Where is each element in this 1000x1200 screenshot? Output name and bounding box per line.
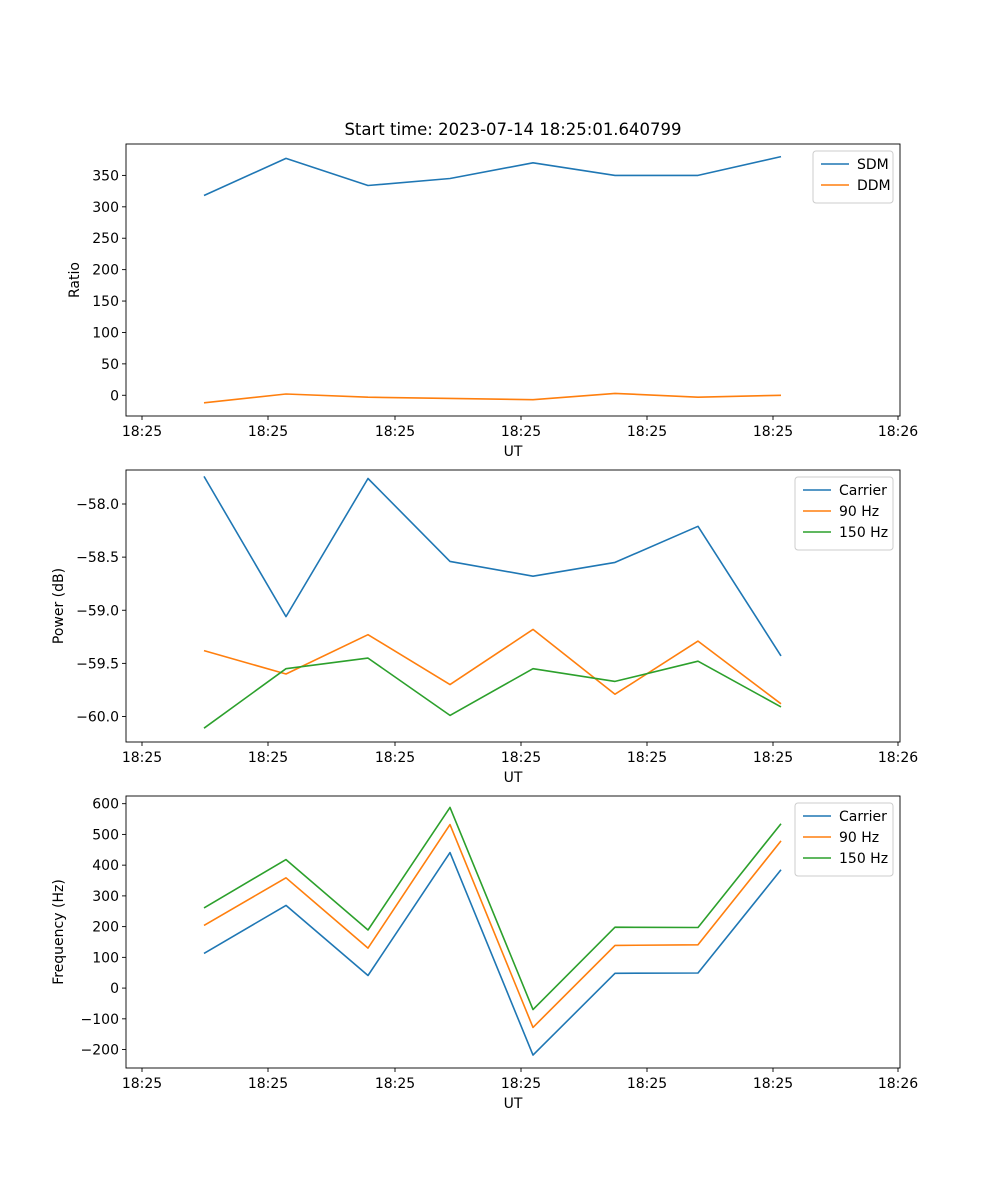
y-tick-label: 600 xyxy=(92,797,119,813)
x-tick-label: 18:25 xyxy=(753,750,793,766)
axes-frame xyxy=(125,795,901,1069)
panel-3: 18:25 18:25 18:25 18:25 18:25 18:25 18:26 −200 −… xyxy=(51,795,918,1112)
chart-title: Start time: 2023-07-14 18:25:01.640799 xyxy=(344,120,681,139)
x-tick-label: 18:25 xyxy=(627,424,667,440)
y-tick-label: −58.5 xyxy=(76,550,119,566)
x-tick-label: 18:25 xyxy=(501,1076,541,1092)
y-tick-label: 300 xyxy=(92,889,119,905)
y-tick-label: 200 xyxy=(92,920,119,936)
x-tick-label: 18:25 xyxy=(122,424,162,440)
legend: SDM DDM xyxy=(812,150,894,204)
y-tick-label: −60.0 xyxy=(76,710,119,726)
x-tick-label: 18:26 xyxy=(878,1076,918,1092)
x-axis-label: UT xyxy=(504,444,523,460)
x-axis-label: UT xyxy=(504,1096,523,1112)
y-tick-label: 250 xyxy=(92,231,119,247)
y-axis-label: Ratio xyxy=(67,262,83,298)
axes-frame xyxy=(125,469,901,743)
y-tick-label: 500 xyxy=(92,827,119,843)
legend-label: 150 Hz xyxy=(839,525,888,541)
series-line-150-hz xyxy=(203,806,782,1011)
y-tick-label: −59.5 xyxy=(76,656,119,672)
x-tick-label: 18:25 xyxy=(248,750,288,766)
y-tick-label: 0 xyxy=(110,388,119,404)
x-tick-label: 18:25 xyxy=(753,424,793,440)
panel-2: 18:25 18:25 18:25 18:25 18:25 18:25 18:26 −60.0… xyxy=(51,469,918,786)
series-line-150-hz xyxy=(203,657,782,729)
x-tick-label: 18:25 xyxy=(627,750,667,766)
panel-1: Start time: 2023-07-14 18:25:01.640799 18… xyxy=(67,120,918,460)
y-tick-label: 350 xyxy=(92,168,119,184)
y-tick-label: 300 xyxy=(92,200,119,216)
x-axis-label: UT xyxy=(504,770,523,786)
x-tick-label: 18:25 xyxy=(248,1076,288,1092)
y-tick-label: 200 xyxy=(92,263,119,279)
legend-label: Carrier xyxy=(839,483,887,499)
y-axis-label: Power (dB) xyxy=(51,568,67,644)
y-tick-label: 100 xyxy=(92,950,119,966)
series-line-90-hz xyxy=(203,823,782,1029)
legend: Carrier 90 Hz 150 Hz xyxy=(794,476,894,551)
series-line-sdm xyxy=(203,155,782,197)
x-tick-label: 18:25 xyxy=(375,1076,415,1092)
legend-label: 90 Hz xyxy=(839,504,879,520)
legend-label: 90 Hz xyxy=(839,830,879,846)
legend-label: 150 Hz xyxy=(839,851,888,867)
series-line-carrier xyxy=(203,851,782,1056)
y-tick-label: 400 xyxy=(92,858,119,874)
y-tick-label: −100 xyxy=(81,1012,119,1028)
y-tick-label: −200 xyxy=(81,1043,119,1059)
y-tick-label: 150 xyxy=(92,294,119,310)
x-tick-label: 18:25 xyxy=(122,1076,162,1092)
series-line-ddm xyxy=(203,392,782,404)
legend-label: DDM xyxy=(857,178,891,194)
y-axis-label: Frequency (Hz) xyxy=(51,879,67,985)
x-tick-label: 18:25 xyxy=(753,1076,793,1092)
legend: Carrier 90 Hz 150 Hz xyxy=(794,802,894,877)
x-tick-label: 18:25 xyxy=(627,1076,667,1092)
x-tick-label: 18:26 xyxy=(878,750,918,766)
x-tick-label: 18:25 xyxy=(501,424,541,440)
y-tick-label: 100 xyxy=(92,325,119,341)
x-tick-label: 18:25 xyxy=(248,424,288,440)
x-tick-label: 18:26 xyxy=(878,424,918,440)
y-tick-label: −58.0 xyxy=(76,497,119,513)
legend-label: Carrier xyxy=(839,809,887,825)
series-line-90-hz xyxy=(203,628,782,705)
y-tick-label: 50 xyxy=(101,357,119,373)
axes-frame xyxy=(125,143,901,417)
legend-label: SDM xyxy=(857,157,889,173)
x-tick-label: 18:25 xyxy=(375,424,415,440)
y-tick-label: 0 xyxy=(110,981,119,997)
x-tick-label: 18:25 xyxy=(501,750,541,766)
series-line-carrier xyxy=(203,475,782,657)
y-tick-label: −59.0 xyxy=(76,603,119,619)
x-tick-label: 18:25 xyxy=(122,750,162,766)
x-tick-label: 18:25 xyxy=(375,750,415,766)
